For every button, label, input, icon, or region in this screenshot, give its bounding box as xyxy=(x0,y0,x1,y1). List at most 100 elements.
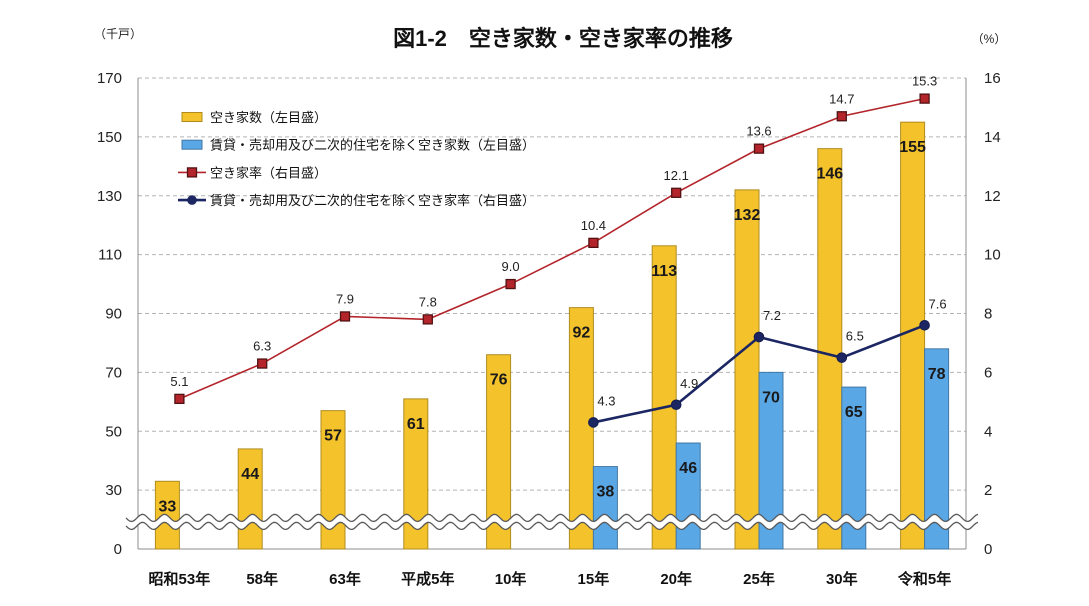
x-tick-label: 20年 xyxy=(660,570,692,588)
vacant-houses-data-label: 44 xyxy=(241,466,259,483)
x-tick-label: 25年 xyxy=(743,570,775,588)
vacancy-rate-data-label: 10.4 xyxy=(581,218,606,233)
vacancy-rate-excl-rental-sale-secondary-data-label: 6.5 xyxy=(846,329,864,344)
left-tick-label: 130 xyxy=(97,188,122,205)
legend-label: 空き家率（右目盛） xyxy=(210,165,327,180)
legend-item: 賃貸・売却用及び二次的住宅を除く空き家率（右目盛） xyxy=(178,193,535,208)
legend-item: 空き家率（右目盛） xyxy=(178,165,327,180)
vacant-houses-data-label: 113 xyxy=(651,263,677,280)
vacant-houses-bar xyxy=(651,245,677,550)
vacancy-rate-excl-rental-sale-secondary-marker xyxy=(753,331,765,343)
right-axis-unit-label: （%） xyxy=(972,32,1007,46)
vacant-houses-data-label: 57 xyxy=(324,428,342,445)
left-tick-label: 0 xyxy=(114,541,122,558)
vacancy-rate-marker xyxy=(422,314,433,325)
vacancy-rate-marker xyxy=(257,358,268,369)
vacancy-rate-data-label: 7.9 xyxy=(336,291,354,306)
right-tick-label: 12 xyxy=(984,188,1001,205)
x-tick-label: 平成5年 xyxy=(401,570,454,588)
vacant-houses-bar xyxy=(568,307,594,550)
left-tick-label: 50 xyxy=(105,423,122,440)
right-tick-label: 16 xyxy=(984,70,1001,87)
left-tick-label: 70 xyxy=(105,364,122,381)
legend-item: 賃貸・売却用及び二次的住宅を除く空き家数（左目盛） xyxy=(181,138,535,153)
vacancy-rate-excl-rental-sale-secondary-marker xyxy=(588,417,599,428)
vacant-houses-bar xyxy=(817,148,843,550)
legend-label: 空き家数（左目盛） xyxy=(210,110,327,125)
left-tick-label: 110 xyxy=(98,247,122,264)
legend-label: 賃貸・売却用及び二次的住宅を除く空き家数（左目盛） xyxy=(210,138,535,153)
left-tick-label: 90 xyxy=(105,306,122,323)
vacancy-rate-data-label: 7.8 xyxy=(419,294,437,309)
right-tick-label: 8 xyxy=(984,306,992,323)
x-tick-label: 15年 xyxy=(578,570,610,588)
vacant-houses-bar xyxy=(900,121,926,550)
vacant-houses-excl-rental-sale-secondary-data-label: 65 xyxy=(845,404,863,421)
legend-marker xyxy=(186,167,198,178)
vacant-houses-excl-rental-sale-secondary-data-label: 38 xyxy=(597,484,615,501)
legend: 空き家数（左目盛） 賃貸・売却用及び二次的住宅を除く空き家数（左目盛） 空き家率（右… xyxy=(178,110,535,208)
legend-swatch xyxy=(181,112,203,122)
left-tick-label: 30 xyxy=(105,482,122,499)
vacant-houses-excl-rental-sale-secondary-bar xyxy=(675,442,701,550)
vacant-houses-data-label: 76 xyxy=(490,372,508,389)
left-tick-label: 170 xyxy=(97,70,122,87)
right-tick-label: 0 xyxy=(984,541,992,558)
right-tick-label: 4 xyxy=(984,423,992,440)
vacant-houses-data-label: 155 xyxy=(899,139,926,156)
vacant-houses-data-label: 92 xyxy=(573,325,591,342)
x-tick-label: 30年 xyxy=(826,570,858,588)
vacant-houses-data-label: 33 xyxy=(159,498,177,515)
vacancy-rate-excl-rental-sale-secondary-marker xyxy=(919,319,930,331)
legend-swatch xyxy=(181,139,203,150)
vacancy-rate-data-label: 5.1 xyxy=(170,374,188,389)
x-tick-label: 昭和53年 xyxy=(149,570,211,588)
vacancy-rate-marker xyxy=(339,311,351,322)
vacancy-rate-data-label: 9.0 xyxy=(502,259,520,274)
legend-marker xyxy=(187,195,197,205)
vacancy-rate-excl-rental-sale-secondary-marker xyxy=(836,352,848,363)
vacant-houses-data-label: 61 xyxy=(407,416,425,433)
chart-title: 図1-2 空き家数・空き家率の推移 xyxy=(393,26,733,51)
data-labels: 33 44 57 61 76 92 113 132 146 155 38 46 70 65 78 5.1 6.3… xyxy=(159,74,947,516)
vacancy-rate-marker xyxy=(671,187,682,198)
vacancy-rate-excl-rental-sale-secondary-data-label: 7.2 xyxy=(763,308,781,323)
vacant-houses-data-label: 146 xyxy=(816,166,843,183)
vacancy-rate-line xyxy=(179,97,925,400)
x-tick-label: 令和5年 xyxy=(898,570,951,588)
vacancy-rate-excl-rental-sale-secondary-marker xyxy=(670,399,682,411)
vacancy-rate-marker xyxy=(505,278,516,290)
vacant-houses-bar xyxy=(237,448,263,550)
vacancy-rate-marker xyxy=(753,143,765,154)
vacant-houses-excl-rental-sale-secondary-data-label: 78 xyxy=(928,366,946,383)
left-tick-label: 150 xyxy=(97,129,122,146)
vacant-houses-data-label: 132 xyxy=(734,207,761,224)
vacancy-rate-marker xyxy=(836,111,847,122)
vacant-houses-excl-rental-sale-secondary-data-label: 46 xyxy=(679,460,697,477)
legend-label: 賃貸・売却用及び二次的住宅を除く空き家率（右目盛） xyxy=(210,193,535,208)
right-tick-label: 6 xyxy=(984,364,992,381)
vacancy-rate-excl-rental-sale-secondary-data-label: 4.3 xyxy=(597,393,615,408)
right-tick-label: 14 xyxy=(984,129,1001,146)
x-tick-label: 58年 xyxy=(246,570,278,588)
axis-break xyxy=(125,513,979,531)
vacancy-rate-marker xyxy=(174,393,185,405)
vacancy-rate-data-label: 13.6 xyxy=(746,124,771,139)
vacancy-rate-data-label: 14.7 xyxy=(829,91,854,106)
left-axis-unit-label: （千戸） xyxy=(94,27,142,41)
line-series xyxy=(174,93,930,428)
vacancy-rate-excl-rental-sale-secondary-data-label: 4.9 xyxy=(680,376,698,391)
bar-series xyxy=(154,121,950,550)
vacant-houses-bar xyxy=(734,189,760,550)
x-tick-label: 10年 xyxy=(495,570,527,588)
axis-break-wave-upper xyxy=(125,513,979,523)
legend-item: 空き家数（左目盛） xyxy=(181,110,327,125)
vacancy-rate-data-label: 15.3 xyxy=(912,74,937,89)
vacant-houses-excl-rental-sale-secondary-bar xyxy=(592,466,618,550)
axis-break-wave-lower xyxy=(125,521,979,531)
vacant-houses-excl-rental-sale-secondary-data-label: 70 xyxy=(762,389,780,406)
right-tick-label: 10 xyxy=(984,247,1001,264)
x-tick-label: 63年 xyxy=(329,570,361,588)
